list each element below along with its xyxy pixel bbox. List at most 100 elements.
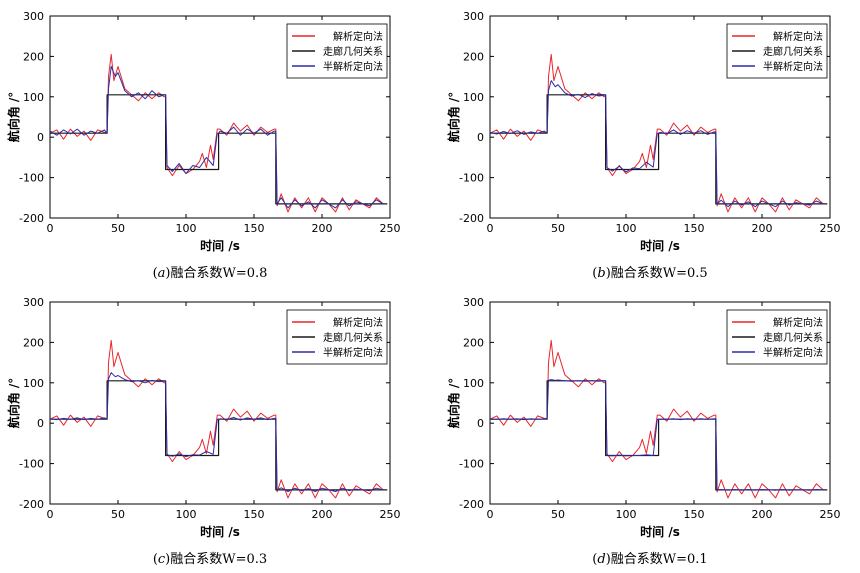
y-axis-label: 航向角 /° — [446, 92, 461, 143]
y-tick-label: 0 — [477, 417, 484, 430]
chart-a: 0 50 100 150 200 250 -200 -100 0 100 200 300 时间 /s 航向… — [6, 10, 401, 253]
x-tick-label: 250 — [380, 508, 401, 521]
y-tick-label: 200 — [23, 336, 44, 349]
chart-panel-c: 0 50 100 150 200 250 -200 -100 0 100 200 300 时间 /s 航向… — [0, 286, 420, 572]
series-line-corridor — [490, 380, 828, 491]
x-axis-label: 时间 /s — [640, 524, 680, 539]
x-tick-label: 0 — [47, 508, 54, 521]
legend-label-corridor: 走廊几何关系 — [763, 331, 823, 344]
caption-letter-c: c — [157, 552, 166, 567]
y-axis-label: 航向角 /° — [6, 92, 21, 143]
y-tick-label: 100 — [463, 91, 484, 104]
series-line-semi — [49, 372, 384, 492]
series-line-semi — [49, 66, 384, 209]
plot-frame — [49, 15, 391, 219]
x-tick-label: 200 — [312, 222, 333, 235]
series-line-analytic — [489, 53, 824, 213]
x-tick-label: 50 — [551, 508, 565, 521]
x-tick-label: 0 — [487, 222, 494, 235]
x-tick-label: 150 — [244, 508, 265, 521]
x-tick-label: 100 — [616, 508, 637, 521]
legend-label-semi: 半解析定向法 — [323, 60, 383, 73]
y-tick-label: -100 — [459, 172, 484, 185]
x-tick-label: 150 — [684, 222, 705, 235]
caption-c: (c)融合系数W=0.3 — [152, 552, 268, 567]
y-tick-label: -200 — [459, 212, 484, 225]
legend-label-corridor: 走廊几何关系 — [323, 331, 383, 344]
y-tick-label: -200 — [459, 498, 484, 511]
chart-d: 0 50 100 150 200 250 -200 -100 0 100 200 300 时间 /s 航向… — [446, 296, 841, 539]
y-tick-label: -200 — [19, 498, 44, 511]
plot-frame — [49, 301, 391, 505]
y-tick-label: 0 — [477, 131, 484, 144]
caption-text-b: 融合系数W=0.5 — [610, 266, 708, 281]
y-tick-label: 300 — [463, 296, 484, 309]
caption-b: (b)融合系数W=0.5 — [592, 266, 708, 281]
x-tick-label: 150 — [244, 222, 265, 235]
x-axis-label: 时间 /s — [640, 238, 680, 253]
series-line-semi — [490, 379, 824, 491]
legend-label-semi: 半解析定向法 — [763, 346, 823, 359]
legend-label-analytic: 解析定向法 — [773, 30, 823, 43]
x-tick-label: 150 — [684, 508, 705, 521]
series-line-analytic — [489, 339, 824, 499]
caption-letter-b: b — [597, 266, 606, 281]
x-tick-label: 100 — [176, 222, 197, 235]
caption-text-c: 融合系数W=0.3 — [170, 552, 268, 567]
caption-text-a: 融合系数W=0.8 — [170, 266, 268, 281]
x-tick-label: 0 — [487, 508, 494, 521]
legend-label-analytic: 解析定向法 — [773, 316, 823, 329]
x-axis-label: 时间 /s — [200, 524, 240, 539]
legend-label-semi: 半解析定向法 — [323, 346, 383, 359]
series-line-analytic — [49, 339, 384, 499]
y-tick-label: 0 — [37, 417, 44, 430]
series-line-corridor — [490, 94, 828, 205]
x-tick-label: 250 — [820, 508, 841, 521]
y-tick-label: -100 — [19, 458, 44, 471]
x-tick-label: 0 — [47, 222, 54, 235]
x-tick-label: 250 — [820, 222, 841, 235]
y-tick-label: 300 — [23, 10, 44, 23]
caption-letter-d: d — [597, 552, 606, 567]
chart-panel-b: 0 50 100 150 200 250 -200 -100 0 100 200 300 时间 /s 航向… — [440, 0, 860, 286]
y-tick-label: -100 — [19, 172, 44, 185]
x-tick-label: 200 — [752, 508, 773, 521]
legend-label-corridor: 走廊几何关系 — [763, 45, 823, 58]
x-tick-label: 100 — [176, 508, 197, 521]
legend-label-analytic: 解析定向法 — [333, 30, 383, 43]
x-tick-label: 250 — [380, 222, 401, 235]
y-tick-label: 200 — [463, 50, 484, 63]
x-tick-label: 200 — [752, 222, 773, 235]
caption-text-d: 融合系数W=0.1 — [610, 552, 708, 567]
chart-panel-d: 0 50 100 150 200 250 -200 -100 0 100 200 300 时间 /s 航向… — [440, 286, 860, 572]
series-line-corridor — [50, 380, 388, 491]
legend-label-corridor: 走廊几何关系 — [323, 45, 383, 58]
legend-label-analytic: 解析定向法 — [333, 316, 383, 329]
x-tick-label: 50 — [111, 508, 125, 521]
y-tick-label: 200 — [23, 50, 44, 63]
plot-frame — [489, 15, 831, 219]
caption-d: (d)融合系数W=0.1 — [592, 552, 708, 567]
y-tick-label: 300 — [463, 10, 484, 23]
y-tick-label: -100 — [459, 458, 484, 471]
y-tick-label: 100 — [23, 377, 44, 390]
y-axis-label: 航向角 /° — [446, 378, 461, 429]
y-axis-label: 航向角 /° — [6, 378, 21, 429]
series-line-corridor — [50, 94, 388, 205]
caption-a: (a)融合系数W=0.8 — [152, 266, 268, 281]
x-tick-label: 50 — [111, 222, 125, 235]
y-tick-label: -200 — [19, 212, 44, 225]
chart-b: 0 50 100 150 200 250 -200 -100 0 100 200 300 时间 /s 航向… — [446, 10, 841, 253]
y-tick-label: 100 — [463, 377, 484, 390]
x-axis-label: 时间 /s — [200, 238, 240, 253]
x-tick-label: 50 — [551, 222, 565, 235]
x-tick-label: 200 — [312, 508, 333, 521]
legend-label-semi: 半解析定向法 — [763, 60, 823, 73]
chart-c: 0 50 100 150 200 250 -200 -100 0 100 200 300 时间 /s 航向… — [6, 296, 401, 539]
y-tick-label: 100 — [23, 91, 44, 104]
chart-panel-a: 0 50 100 150 200 250 -200 -100 0 100 200 300 时间 /s 航向… — [0, 0, 420, 286]
